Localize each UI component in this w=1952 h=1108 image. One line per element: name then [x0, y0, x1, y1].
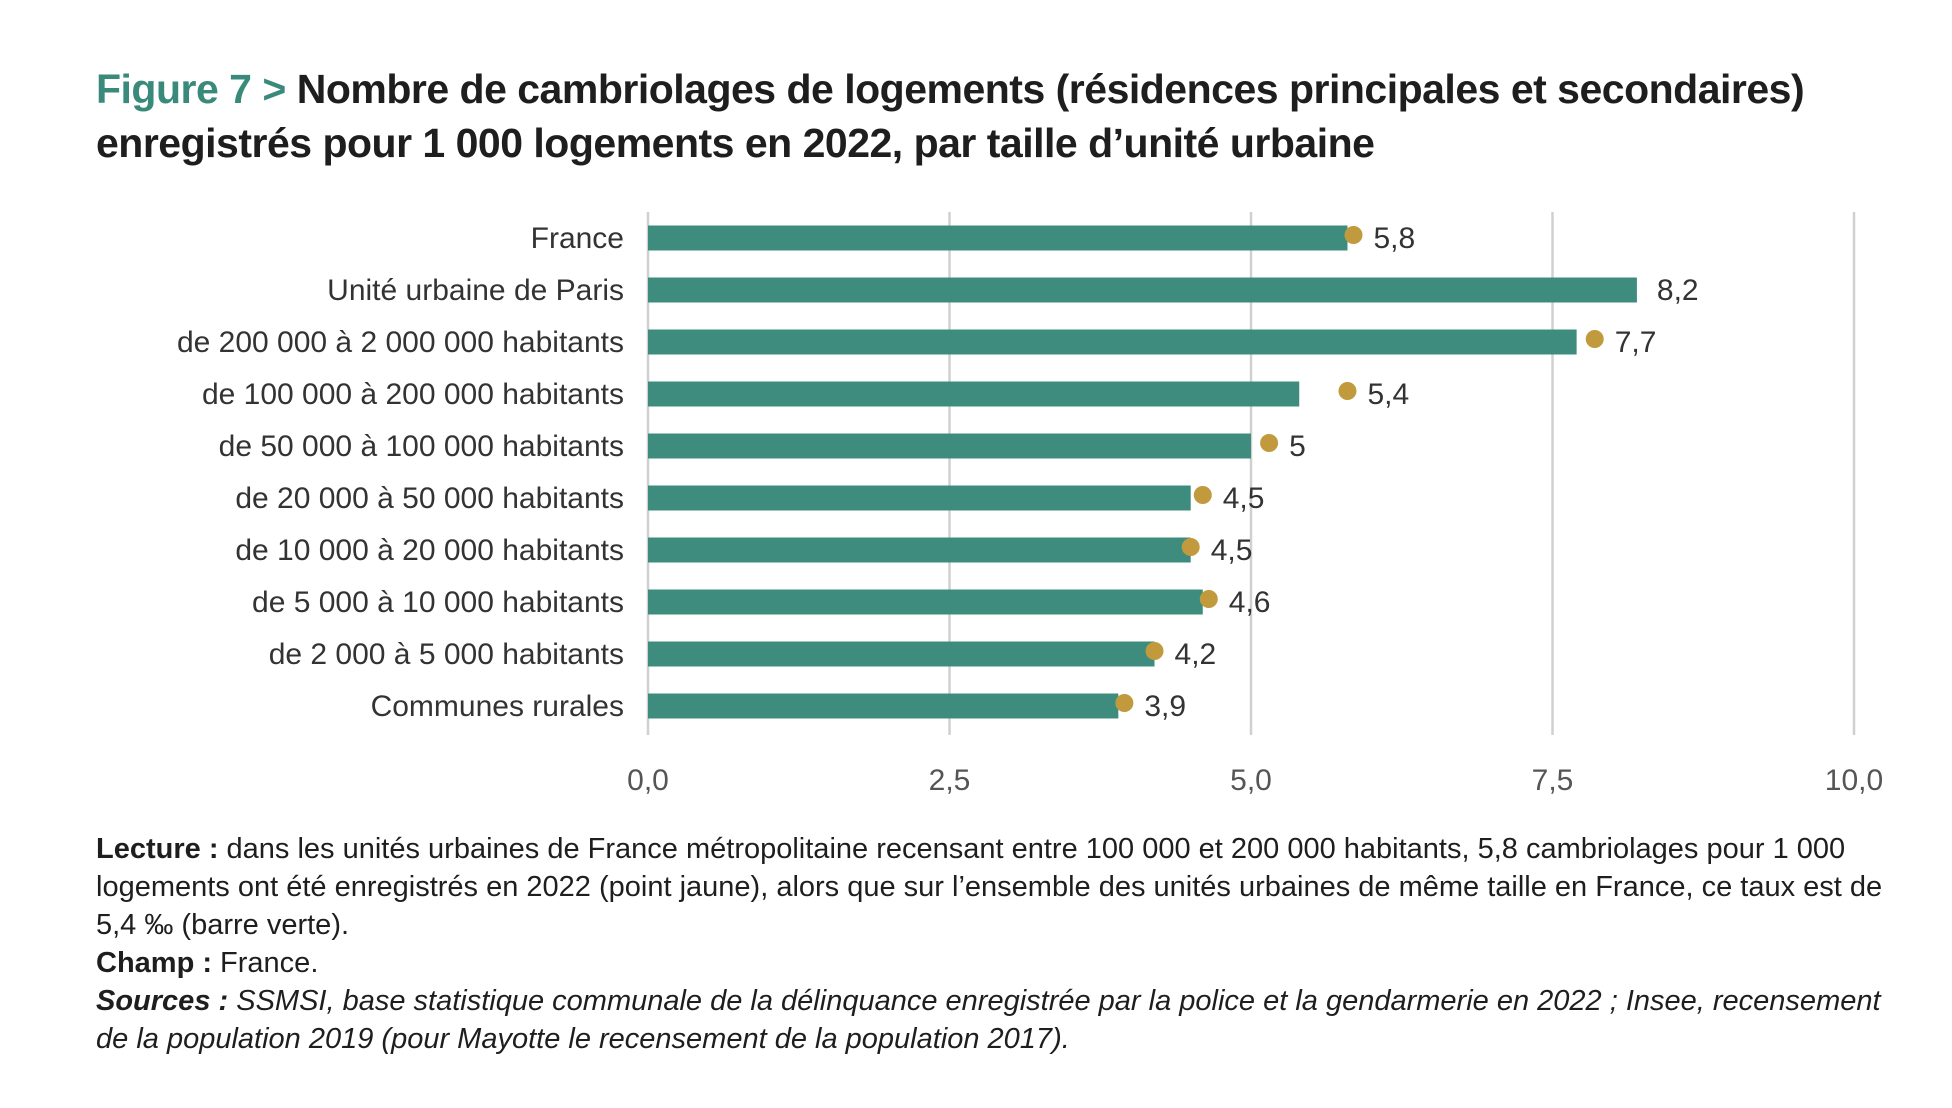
value-label: 5 [1289, 430, 1306, 463]
dots [1115, 226, 1604, 712]
dot [1260, 434, 1279, 452]
value-label: 8,2 [1657, 274, 1699, 307]
bars [648, 225, 1637, 719]
dot [1199, 590, 1218, 608]
dot [1585, 330, 1604, 348]
bar [648, 277, 1637, 303]
x-tick-label: 2,5 [929, 764, 971, 797]
sources-label: Sources : [96, 985, 229, 1017]
bar [648, 485, 1191, 511]
value-label: 4,5 [1223, 482, 1265, 515]
category-label: France [531, 222, 624, 255]
chart-title: Figure 7 > Nombre de cambriolages de log… [96, 62, 1916, 170]
category-label: de 5 000 à 10 000 habitants [252, 586, 624, 619]
bar [648, 589, 1203, 615]
x-tick-label: 0,0 [627, 764, 669, 797]
category-label: de 50 000 à 100 000 habitants [219, 430, 624, 463]
chart-notes: Lecture : dans les unités urbaines de Fr… [96, 830, 1916, 1058]
bar [648, 381, 1300, 407]
figure-label: Figure 7 > [96, 66, 286, 112]
bar [648, 433, 1251, 459]
sources-text: SSMSI, base statistique communale de la … [96, 985, 1881, 1055]
champ-label: Champ : [96, 947, 212, 979]
bar [648, 641, 1155, 667]
title-text: Nombre de cambriolages de logements (rés… [96, 66, 1805, 166]
champ-note: Champ : France. [96, 944, 1916, 982]
x-tick-labels: 0,0 2,5 5,0 7,5 10,0 [627, 764, 1883, 797]
dot [1115, 694, 1134, 712]
category-label: Communes rurales [371, 690, 624, 723]
sources-note: Sources : SSMSI, base statistique commun… [96, 982, 1916, 1058]
bar [648, 693, 1119, 719]
category-label: de 20 000 à 50 000 habitants [235, 482, 624, 515]
value-label: 4,2 [1175, 638, 1217, 671]
category-label: de 2 000 à 5 000 habitants [269, 638, 624, 671]
value-label: 5,4 [1367, 378, 1409, 411]
dot [1181, 538, 1200, 556]
category-label: de 100 000 à 200 000 habitants [202, 378, 624, 411]
bar [648, 537, 1191, 563]
value-label: 7,7 [1615, 326, 1657, 359]
dot [1145, 642, 1164, 660]
dot [1193, 486, 1212, 504]
value-label: 4,6 [1229, 586, 1271, 619]
x-tick-label: 5,0 [1230, 764, 1272, 797]
lecture-text: dans les unités urbaines de France métro… [96, 833, 1883, 941]
lecture-note: Lecture : dans les unités urbaines de Fr… [96, 830, 1916, 944]
x-tick-label: 10,0 [1825, 764, 1883, 797]
dot [1344, 226, 1363, 244]
lecture-label: Lecture : [96, 833, 219, 865]
category-label: Unité urbaine de Paris [327, 274, 624, 307]
category-label: de 10 000 à 20 000 habitants [235, 534, 624, 567]
bar [648, 225, 1348, 251]
value-labels: 5,8 8,27,7 5,4 5 4,5 4,5 4,6 4,2 3,9 [1144, 222, 1698, 723]
value-label: 3,9 [1144, 690, 1186, 723]
dot [1338, 382, 1357, 400]
champ-text: France. [212, 947, 319, 979]
category-label: de 200 000 à 2 000 000 habitants [177, 326, 624, 359]
bar [648, 329, 1577, 355]
value-label: 5,8 [1374, 222, 1416, 255]
value-label: 4,5 [1211, 534, 1253, 567]
x-tick-label: 7,5 [1532, 764, 1574, 797]
category-labels: France Unité urbaine de Paris de 200 000 à… [177, 222, 624, 723]
bar-chart: France Unité urbaine de Paris de 200 000 à… [177, 212, 1883, 797]
